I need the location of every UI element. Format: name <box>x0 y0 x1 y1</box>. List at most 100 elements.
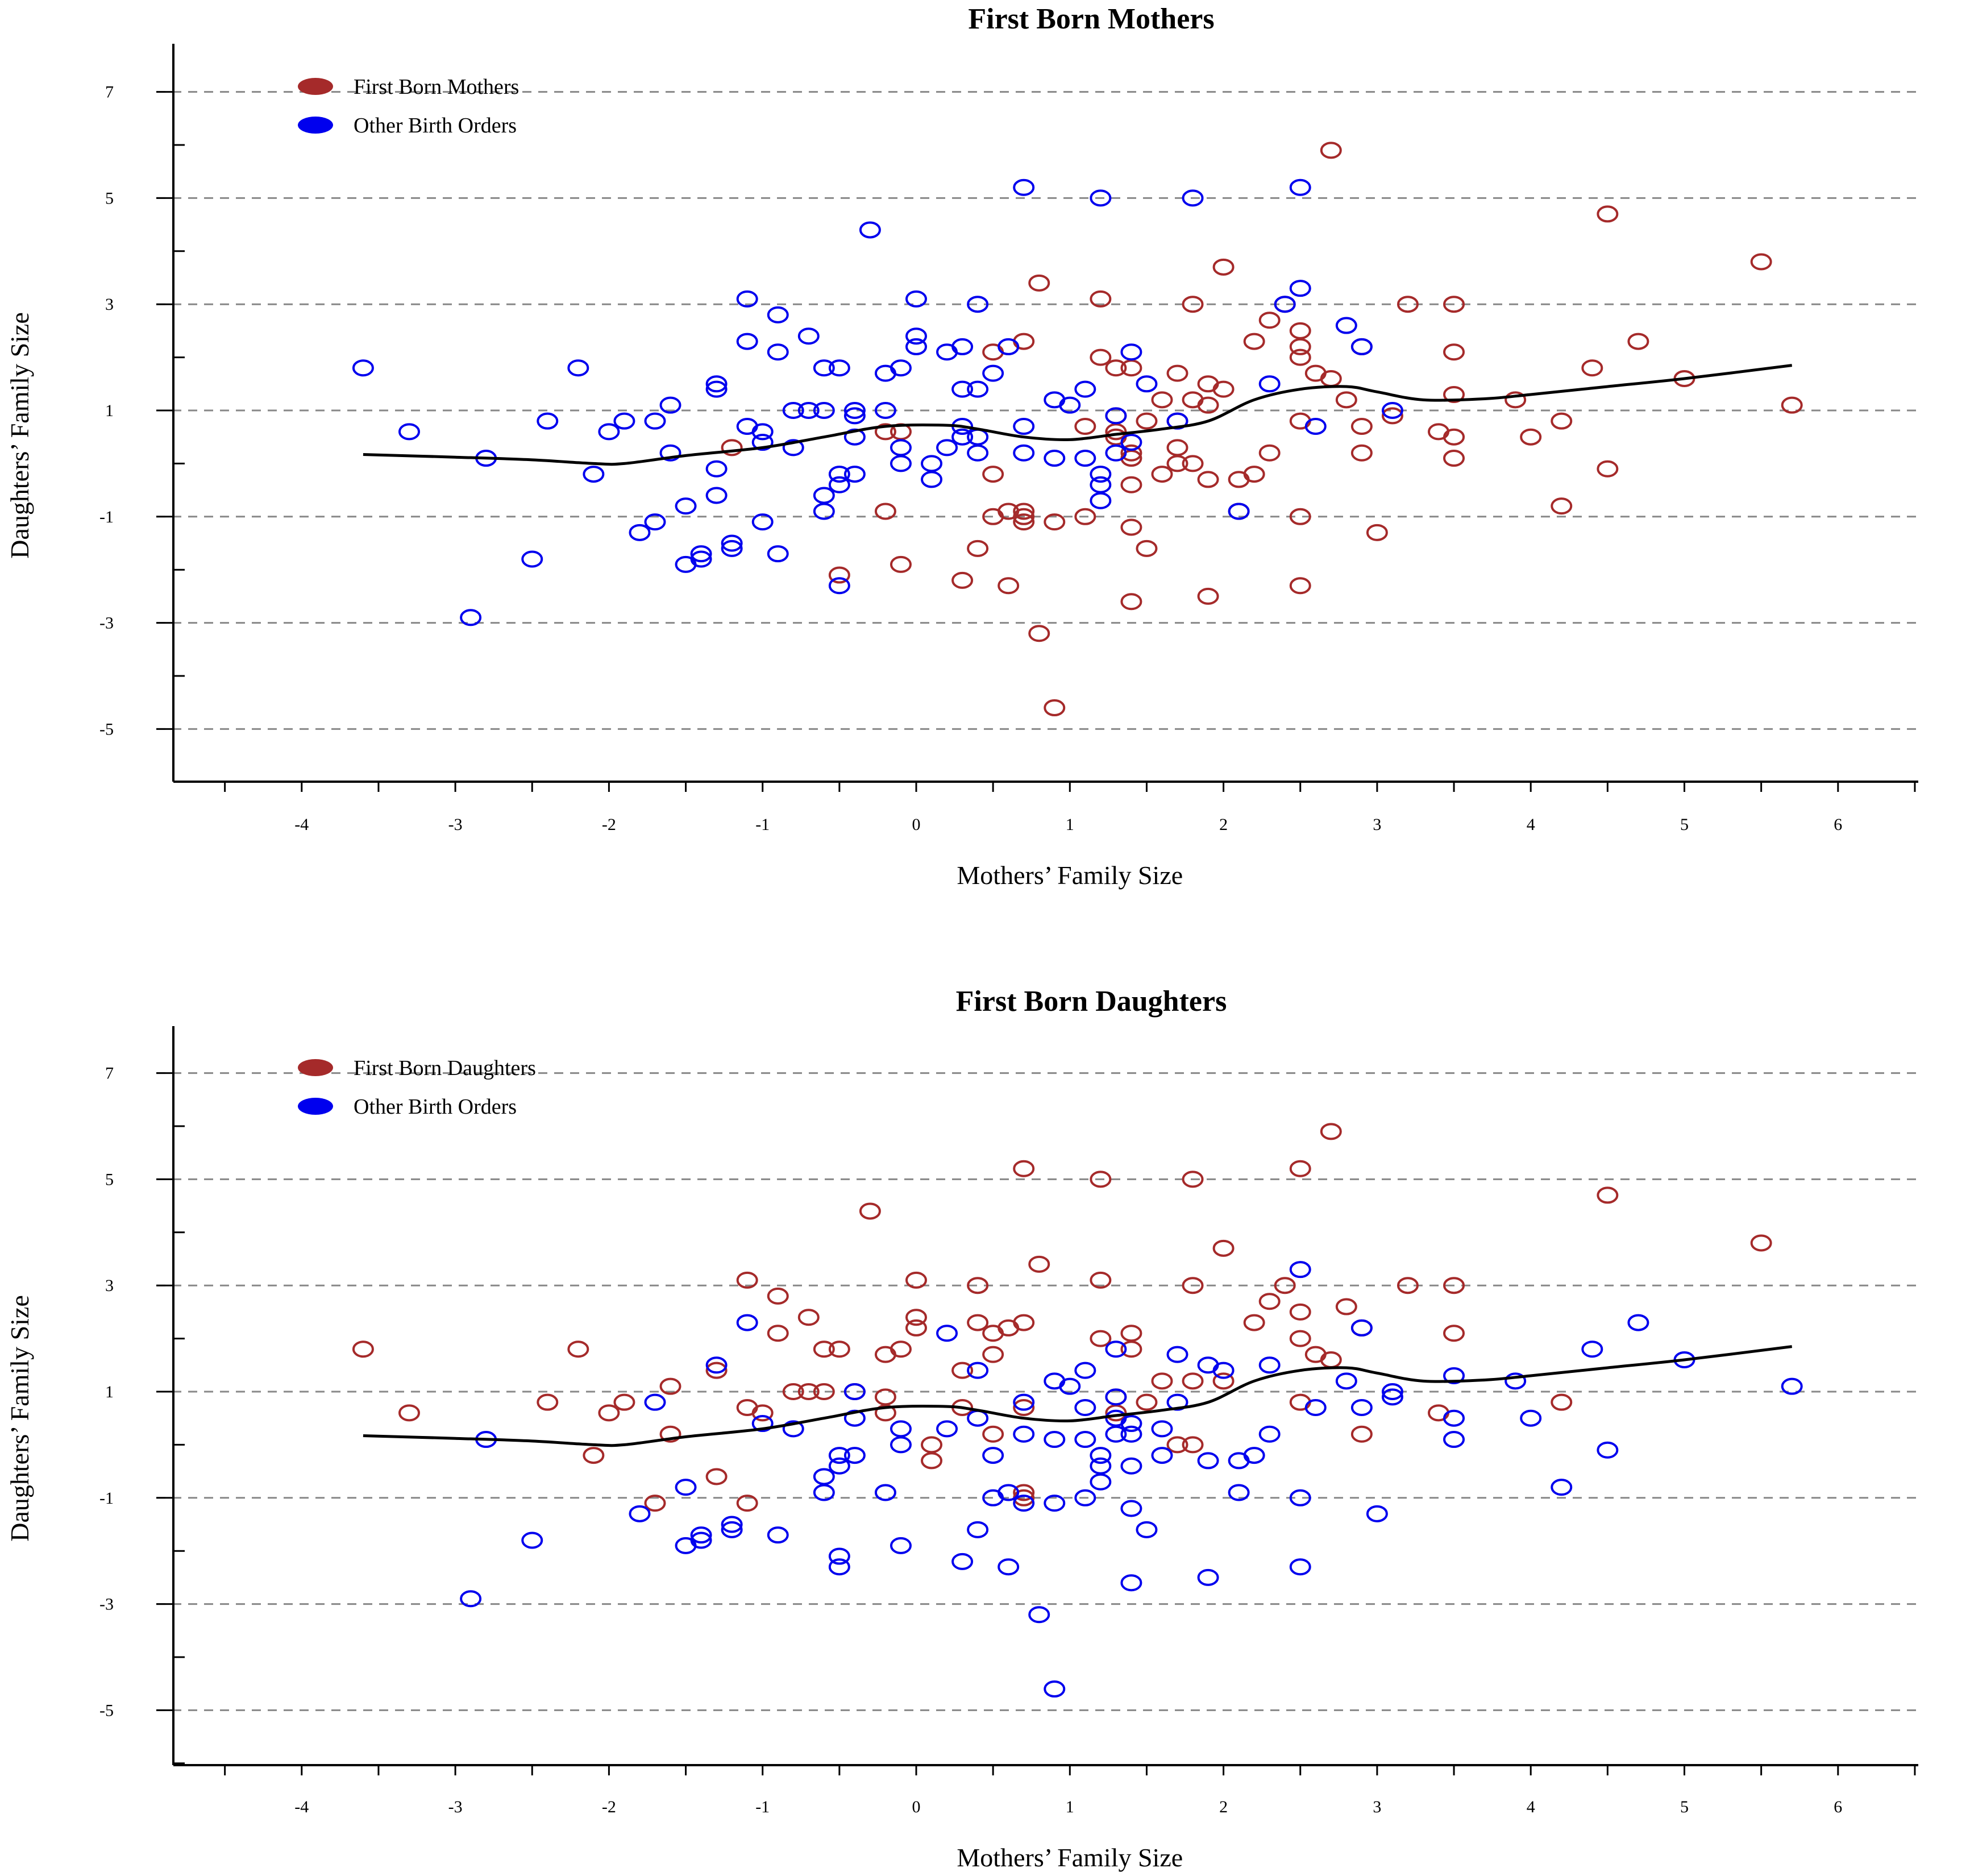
data-point <box>1443 1277 1465 1294</box>
data-point <box>1228 471 1250 488</box>
data-point <box>1120 593 1142 611</box>
data-point <box>982 1489 1004 1506</box>
data-point <box>1182 296 1204 313</box>
data-point <box>828 476 850 493</box>
data-point <box>352 1340 374 1358</box>
data-point <box>1520 1409 1542 1427</box>
data-point <box>1028 1255 1050 1273</box>
data-point <box>721 534 743 552</box>
data-point <box>352 359 374 377</box>
data-point <box>936 439 958 456</box>
data-point <box>951 1553 974 1570</box>
series-blue <box>460 1261 1803 1698</box>
data-point <box>1289 508 1311 525</box>
data-point <box>629 1505 651 1522</box>
y-tick-label: 7 <box>105 83 114 102</box>
data-point <box>1212 1372 1235 1390</box>
data-point <box>736 1271 758 1289</box>
data-point <box>613 1393 635 1411</box>
data-point <box>1074 1362 1096 1379</box>
data-point <box>1597 1186 1619 1204</box>
data-point <box>721 1521 743 1538</box>
data-point <box>967 380 989 398</box>
data-point <box>905 1319 927 1337</box>
data-point <box>1182 1372 1204 1390</box>
data-point <box>1151 391 1173 409</box>
data-point <box>1182 189 1204 207</box>
x-tick-label: 2 <box>1219 1798 1228 1816</box>
data-point <box>537 1393 559 1411</box>
data-point <box>1350 1399 1373 1417</box>
data-point <box>1120 1415 1142 1433</box>
data-point <box>1013 1425 1035 1443</box>
data-point <box>1289 577 1311 595</box>
data-point <box>1013 1393 1035 1411</box>
data-point <box>1120 1340 1142 1358</box>
data-point <box>659 1425 681 1443</box>
legend-swatch-blue <box>298 1098 333 1115</box>
data-point <box>905 338 927 355</box>
data-point <box>967 1314 989 1331</box>
data-point <box>1197 396 1219 414</box>
data-point <box>1059 396 1081 414</box>
data-point <box>1597 1441 1619 1459</box>
smooth-fit-line <box>363 1345 1793 1447</box>
data-point <box>797 1309 820 1326</box>
data-point <box>843 1383 866 1400</box>
data-point <box>797 1383 820 1400</box>
data-point <box>905 327 927 345</box>
data-point <box>1197 471 1219 488</box>
data-point <box>1597 460 1619 478</box>
data-point <box>1304 1399 1327 1417</box>
y-axis-label: Daughters’ Family Size <box>5 1295 34 1542</box>
data-point <box>1289 338 1311 355</box>
data-point <box>1105 1425 1127 1443</box>
data-point <box>1074 450 1096 467</box>
data-point <box>998 1558 1020 1576</box>
data-point <box>736 1314 758 1331</box>
data-point <box>936 1420 958 1438</box>
data-point <box>843 1447 866 1464</box>
data-point <box>1627 1314 1649 1331</box>
data-point <box>736 333 758 350</box>
x-tick-label: -3 <box>448 815 463 834</box>
data-point <box>1274 296 1296 313</box>
data-point <box>967 539 989 557</box>
data-point <box>767 306 789 323</box>
data-point <box>905 290 927 308</box>
data-point <box>1013 1495 1035 1512</box>
x-tick-label: 1 <box>1066 1798 1074 1816</box>
data-point <box>690 1526 712 1544</box>
x-tick-label: 5 <box>1680 815 1689 834</box>
data-point <box>1289 1330 1311 1347</box>
data-point <box>1320 1123 1342 1140</box>
data-point <box>843 428 866 446</box>
data-point <box>1166 439 1188 456</box>
data-point <box>1090 1330 1112 1347</box>
data-point <box>1120 343 1142 361</box>
data-point <box>1136 539 1158 557</box>
data-point <box>1197 587 1219 605</box>
x-tick-label: -1 <box>755 1798 770 1816</box>
data-point <box>1520 428 1542 446</box>
data-point <box>813 1484 835 1501</box>
data-point <box>1350 1319 1373 1337</box>
chart-title: First Born Daughters <box>956 985 1227 1018</box>
data-point <box>1028 274 1050 292</box>
data-point <box>1197 1568 1219 1586</box>
data-point <box>1074 1489 1096 1506</box>
data-point <box>598 1404 620 1422</box>
data-point <box>1074 1431 1096 1448</box>
data-point <box>1274 1277 1296 1294</box>
data-point <box>1258 444 1281 462</box>
data-point <box>1320 142 1342 159</box>
data-point <box>874 1484 896 1501</box>
data-point <box>1197 1452 1219 1470</box>
data-point <box>1136 1521 1158 1538</box>
data-point <box>675 1479 697 1496</box>
data-point <box>1504 391 1527 409</box>
data-point <box>967 444 989 462</box>
data-point <box>890 1436 912 1454</box>
data-point <box>1105 407 1127 425</box>
